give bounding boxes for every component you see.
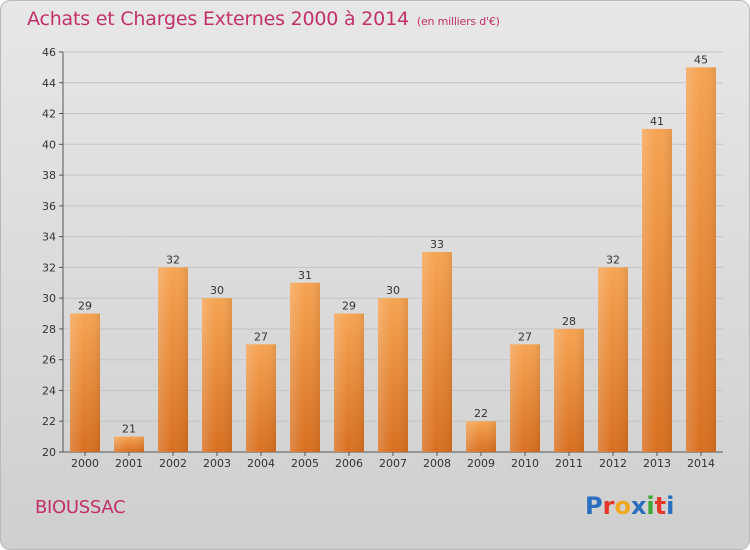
bar-highlight xyxy=(70,313,100,452)
y-tick-label: 20 xyxy=(42,446,56,459)
bar-highlight xyxy=(334,313,364,452)
y-tick-label: 36 xyxy=(42,200,56,213)
x-tick-label: 2006 xyxy=(335,457,363,470)
y-tick-label: 46 xyxy=(42,46,56,59)
logo-letter: P xyxy=(585,492,603,520)
data-label: 27 xyxy=(254,330,268,343)
data-label: 21 xyxy=(122,423,136,436)
bar-highlight xyxy=(554,328,584,452)
x-tick-label: 2005 xyxy=(291,457,319,470)
bar-highlight xyxy=(246,344,276,452)
bar-highlight xyxy=(290,282,320,452)
y-tick-label: 38 xyxy=(42,169,56,182)
logo-letter: x xyxy=(630,492,647,520)
logo-letter: i xyxy=(646,492,655,520)
x-tick-label: 2008 xyxy=(423,457,451,470)
x-tick-label: 2004 xyxy=(247,457,275,470)
chart-title: Achats et Charges Externes 2000 à 2014 (e… xyxy=(27,8,500,30)
bar-chart: 20 22 24 26 28 30 32 34 36 38 40 42 44 46 29 2000 21 2001… xyxy=(42,46,723,470)
data-label: 22 xyxy=(474,407,488,420)
data-label: 32 xyxy=(166,253,180,266)
chart-title-text: Achats et Charges Externes 2000 à 2014 xyxy=(27,8,409,30)
y-tick-label: 44 xyxy=(42,77,56,90)
logo-letter: i xyxy=(666,492,675,520)
x-tick-label: 2003 xyxy=(203,457,231,470)
x-tick-label: 2013 xyxy=(643,457,671,470)
data-label: 31 xyxy=(298,269,312,282)
y-tick-label: 24 xyxy=(42,384,56,397)
commune-name: BIOUSSAC xyxy=(35,497,126,518)
data-label: 33 xyxy=(430,238,444,251)
x-tick-label: 2014 xyxy=(687,457,715,470)
data-label: 27 xyxy=(518,330,532,343)
y-tick-label: 32 xyxy=(42,261,56,274)
y-tick-label: 34 xyxy=(42,231,56,244)
bar-highlight xyxy=(378,298,408,452)
bar-highlight xyxy=(642,128,672,452)
bar-highlight xyxy=(422,252,452,452)
data-label: 29 xyxy=(78,300,92,313)
bar-highlight xyxy=(466,421,496,452)
data-label: 29 xyxy=(342,300,356,313)
data-label: 45 xyxy=(694,53,708,66)
data-label: 30 xyxy=(210,284,224,297)
chart-unit: (en milliers d'€) xyxy=(416,15,500,28)
logo-letter: o xyxy=(614,492,631,520)
proxiti-logo: Proxiti xyxy=(585,492,674,520)
x-tick-label: 2011 xyxy=(555,457,583,470)
bar-highlight xyxy=(510,344,540,452)
x-tick-label: 2012 xyxy=(599,457,627,470)
y-tick-label: 42 xyxy=(42,108,56,121)
bar-highlight xyxy=(598,267,628,452)
logo-letter: t xyxy=(654,492,667,520)
y-tick-label: 30 xyxy=(42,292,56,305)
x-tick-label: 2007 xyxy=(379,457,407,470)
data-label: 41 xyxy=(650,115,664,128)
logo-letter: r xyxy=(602,492,615,520)
data-label: 32 xyxy=(606,253,620,266)
x-tick-label: 2010 xyxy=(511,457,539,470)
x-tick-label: 2000 xyxy=(71,457,99,470)
x-tick-label: 2001 xyxy=(115,457,143,470)
bar-highlight xyxy=(202,298,232,452)
x-tick-label: 2009 xyxy=(467,457,495,470)
bar-highlight xyxy=(686,67,716,452)
x-tick-label: 2002 xyxy=(159,457,187,470)
bar-highlight xyxy=(158,267,188,452)
data-label: 30 xyxy=(386,284,400,297)
y-tick-label: 40 xyxy=(42,138,56,151)
y-tick-label: 28 xyxy=(42,323,56,336)
y-tick-label: 22 xyxy=(42,415,56,428)
bar-highlight xyxy=(114,436,144,452)
data-label: 28 xyxy=(562,315,576,328)
y-tick-label: 26 xyxy=(42,354,56,367)
